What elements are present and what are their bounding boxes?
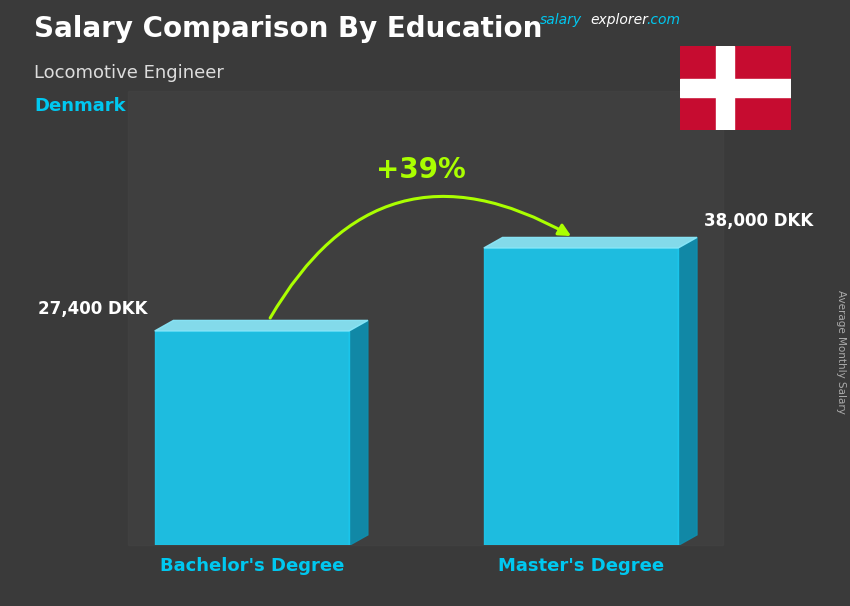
Text: .com: .com xyxy=(646,13,680,27)
Text: 27,400 DKK: 27,400 DKK xyxy=(37,300,147,318)
Text: +39%: +39% xyxy=(377,156,466,184)
Polygon shape xyxy=(349,321,368,545)
Text: Locomotive Engineer: Locomotive Engineer xyxy=(34,64,224,82)
Text: 38,000 DKK: 38,000 DKK xyxy=(705,212,813,230)
Bar xyxy=(680,79,790,97)
Polygon shape xyxy=(678,238,697,545)
Polygon shape xyxy=(484,238,697,248)
Polygon shape xyxy=(484,248,678,545)
Polygon shape xyxy=(155,321,368,331)
Bar xyxy=(716,46,734,130)
Text: Average Monthly Salary: Average Monthly Salary xyxy=(836,290,846,413)
Bar xyxy=(128,91,722,545)
Text: explorer: explorer xyxy=(591,13,649,27)
Text: Denmark: Denmark xyxy=(34,97,126,115)
Text: Salary Comparison By Education: Salary Comparison By Education xyxy=(34,15,542,43)
Text: salary: salary xyxy=(540,13,582,27)
Polygon shape xyxy=(155,331,349,545)
